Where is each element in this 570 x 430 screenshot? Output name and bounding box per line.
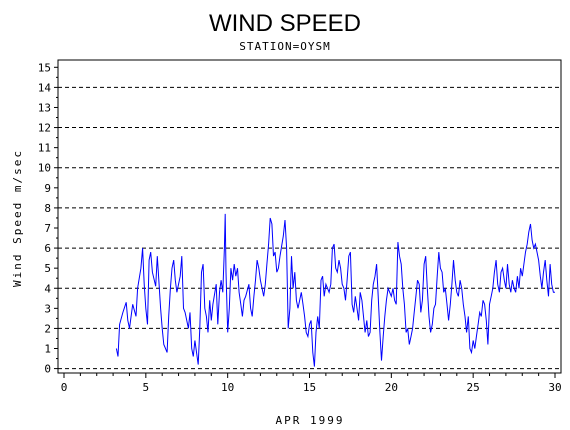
y-tick-label: 11 (38, 142, 51, 155)
x-axis-label: APR 1999 (276, 414, 345, 427)
y-tick-label: 9 (44, 182, 51, 195)
y-tick-label: 13 (38, 101, 51, 114)
y-axis-label: Wind Speed m/sec (11, 149, 24, 287)
y-tick-label: 1 (44, 343, 51, 356)
y-tick-label: 4 (44, 282, 51, 295)
series-layer (115, 213, 555, 367)
x-tick-label: 10 (221, 381, 234, 394)
y-tick-label: 0 (44, 363, 51, 376)
y-tick-label: 7 (44, 222, 51, 235)
x-tick-label: 15 (303, 381, 316, 394)
y-tick-label: 2 (44, 322, 51, 335)
x-tick-label: 25 (467, 381, 480, 394)
y-tick-label: 15 (38, 61, 51, 74)
series-line-0 (115, 213, 555, 367)
y-tick-label: 10 (38, 162, 51, 175)
x-tick-label: 20 (385, 381, 398, 394)
y-tick-label: 8 (44, 202, 51, 215)
y-tick-label: 6 (44, 242, 51, 255)
chart-subtitle: STATION=OYSM (239, 40, 330, 53)
y-tick-label: 5 (44, 262, 51, 275)
x-tick-label: 30 (548, 381, 561, 394)
y-tick-label: 14 (38, 81, 52, 94)
x-tick-label: 5 (143, 381, 150, 394)
x-tick-label: 0 (61, 381, 68, 394)
chart-title: WIND SPEED (209, 10, 361, 37)
x-axis-ticks: 0 5 10 15 20 25 30 (61, 373, 562, 394)
plot-frame (57, 59, 562, 374)
y-tick-label: 12 (38, 122, 51, 135)
y-tick-label: 3 (44, 302, 51, 315)
